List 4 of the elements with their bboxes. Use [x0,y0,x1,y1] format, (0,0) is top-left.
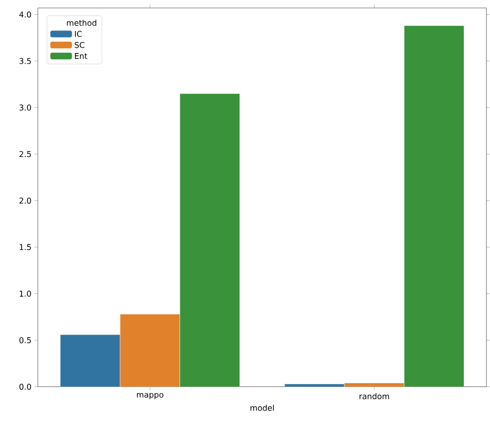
bar [404,26,464,387]
bar [180,94,240,387]
bar [60,334,120,387]
bar [120,314,180,387]
